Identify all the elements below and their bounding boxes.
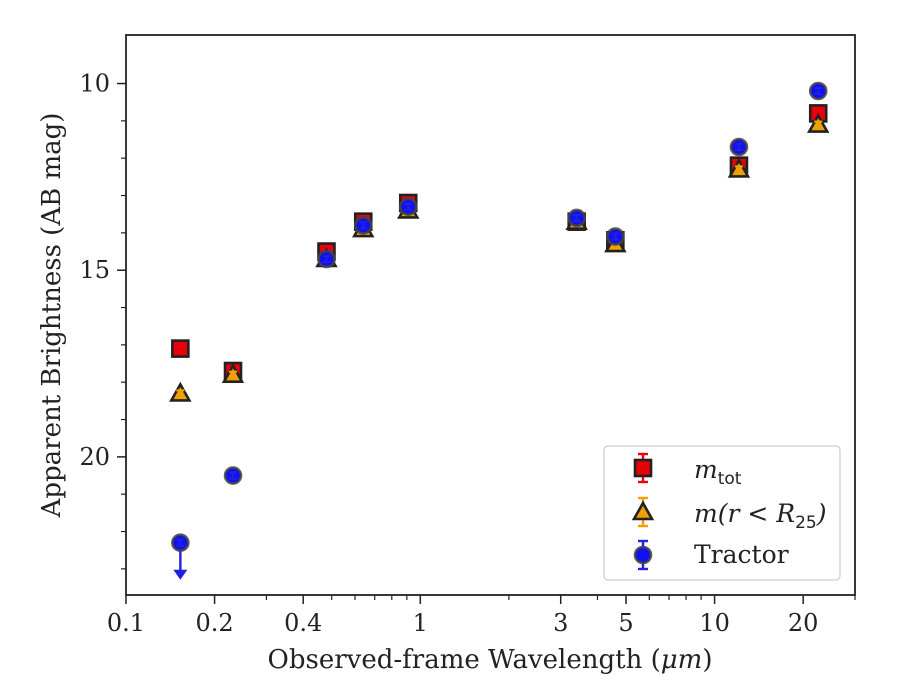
legend-marker-circle [633, 539, 653, 571]
x-tick-label: 20 [788, 609, 819, 637]
data-point [727, 157, 751, 178]
legend-circle-marker [633, 545, 653, 565]
legend-entry-tractor: Tractor [633, 539, 789, 571]
data-point [808, 81, 828, 101]
legend-label-tractor: Tractor [694, 540, 789, 569]
x-tick-label: 0.1 [107, 609, 145, 637]
x-axis: 0.1 0.2 0.4 1 3 5 10 20 [107, 595, 856, 637]
x-tick-label: 3 [553, 609, 568, 637]
legend-triangle-marker [631, 500, 655, 521]
data-point [353, 216, 373, 235]
x-tick-label: 10 [699, 609, 730, 637]
upper-limit-arrowhead [173, 569, 188, 580]
legend-label-mr25: m(r < R25) [694, 499, 826, 533]
data-point [317, 249, 336, 269]
legend-label-mtot: mtot [694, 455, 742, 489]
data-point [169, 381, 192, 402]
x-tick-label: 0.4 [284, 609, 322, 637]
legend-frame [603, 445, 841, 581]
data-point [221, 363, 245, 384]
plot-area [125, 34, 856, 596]
legend-marker-square [633, 452, 653, 484]
y-axis: 10 15 20 [79, 70, 126, 570]
data-point [606, 227, 625, 246]
y-tick-label: 20 [79, 443, 110, 471]
data-point [171, 339, 190, 358]
legend-entry-mtot: mtot [633, 452, 742, 489]
y-axis-title: Apparent Brightness (AB mag) [37, 113, 67, 519]
legend-marker-triangle [631, 496, 655, 528]
legend: mtot m(r < R25) Tractor [603, 445, 841, 581]
legend-square-marker [633, 458, 653, 478]
series-layer [169, 81, 830, 580]
data-point [398, 197, 418, 217]
x-tick-label: 1 [413, 609, 428, 637]
legend-entry-mr25: m(r < R25) [631, 496, 826, 533]
series-tractor [171, 81, 828, 580]
data-point [729, 137, 749, 157]
y-tick-label: 15 [79, 256, 110, 284]
x-tick-label: 5 [618, 609, 633, 637]
series-mtot [171, 104, 828, 381]
x-axis-title: Observed-frame Wavelength (μm) [268, 645, 713, 675]
data-point [223, 466, 243, 485]
x-tick-label: 0.2 [196, 609, 234, 637]
y-tick-label: 10 [79, 70, 110, 98]
data-point [567, 208, 587, 228]
data-point [171, 533, 190, 580]
plot-frame [125, 34, 856, 596]
data-point [807, 112, 830, 133]
series-mr25 [169, 112, 830, 402]
